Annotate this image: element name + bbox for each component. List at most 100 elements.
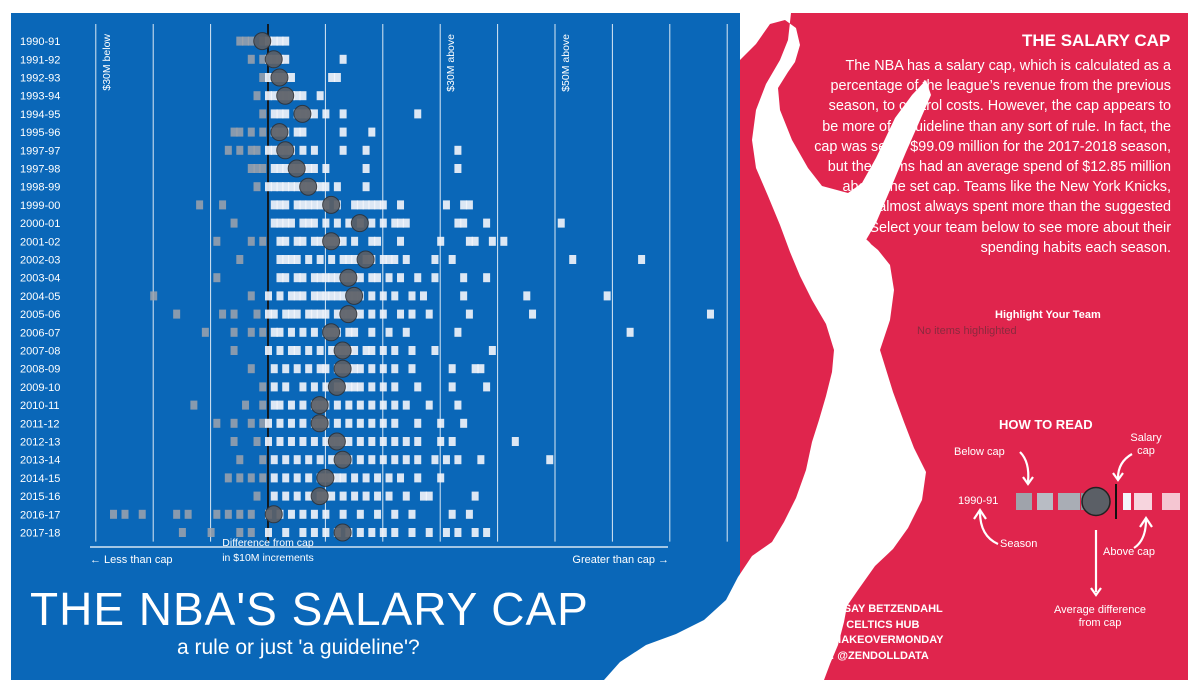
team-mark bbox=[265, 145, 272, 155]
team-mark bbox=[299, 418, 307, 428]
team-mark bbox=[483, 218, 491, 228]
team-mark bbox=[437, 236, 445, 246]
team-mark bbox=[408, 346, 416, 355]
howto-above-arrowhead bbox=[1139, 516, 1153, 528]
team-mark bbox=[391, 218, 399, 228]
team-mark bbox=[259, 418, 267, 428]
team-mark bbox=[316, 291, 324, 301]
team-mark bbox=[299, 127, 307, 137]
team-mark bbox=[270, 182, 278, 192]
team-mark bbox=[339, 509, 347, 519]
team-mark bbox=[236, 509, 244, 519]
team-mark bbox=[270, 218, 278, 228]
team-mark bbox=[293, 200, 301, 210]
team-mark bbox=[299, 437, 307, 446]
team-mark bbox=[276, 400, 284, 410]
team-mark bbox=[287, 291, 295, 301]
team-mark bbox=[448, 255, 456, 264]
team-mark bbox=[282, 218, 290, 228]
team-mark bbox=[408, 309, 416, 319]
team-mark bbox=[397, 473, 405, 483]
team-mark bbox=[259, 73, 267, 82]
team-mark bbox=[391, 418, 399, 428]
season-label: 2011-12 bbox=[20, 418, 60, 430]
season-average-dot bbox=[327, 432, 346, 451]
team-mark bbox=[356, 364, 364, 374]
team-mark bbox=[282, 182, 290, 192]
jumpman-silhouette bbox=[604, 13, 931, 680]
team-mark bbox=[362, 182, 370, 192]
team-mark bbox=[414, 455, 422, 465]
howto-below-cap-label: Below cap bbox=[954, 446, 1005, 458]
credits: DESIGN: LINDSAY BETZENDAHL SOURCE: CELTI… bbox=[736, 602, 976, 664]
season-average-dot bbox=[310, 487, 329, 506]
team-mark bbox=[287, 218, 295, 228]
team-mark bbox=[253, 182, 261, 192]
team-mark bbox=[293, 91, 301, 101]
team-mark bbox=[287, 509, 295, 519]
team-mark bbox=[351, 346, 359, 355]
team-mark bbox=[339, 109, 347, 119]
team-mark bbox=[265, 418, 272, 428]
team-mark bbox=[328, 255, 336, 264]
team-mark bbox=[322, 273, 330, 283]
team-mark bbox=[368, 236, 376, 246]
season-label: 2014-15 bbox=[20, 473, 60, 485]
team-mark bbox=[310, 309, 318, 319]
team-mark bbox=[310, 218, 318, 228]
team-mark bbox=[368, 309, 376, 319]
howto-above-arrow bbox=[1133, 519, 1148, 549]
team-mark bbox=[150, 291, 158, 301]
team-mark bbox=[265, 73, 272, 82]
team-mark bbox=[316, 255, 324, 264]
team-mark bbox=[419, 491, 427, 501]
team-mark bbox=[299, 91, 307, 101]
team-mark bbox=[310, 509, 318, 519]
team-mark bbox=[448, 437, 456, 446]
team-mark bbox=[322, 437, 330, 446]
team-mark bbox=[213, 418, 221, 428]
team-mark bbox=[196, 200, 204, 210]
how-to-read-diagram bbox=[973, 451, 1180, 597]
team-mark bbox=[431, 346, 439, 355]
team-mark bbox=[310, 291, 318, 301]
season-label: 1990-91 bbox=[20, 36, 60, 48]
team-mark bbox=[351, 327, 359, 337]
season-average-dot bbox=[333, 341, 352, 360]
team-mark bbox=[247, 291, 255, 301]
team-mark bbox=[219, 309, 227, 319]
howto-sample-mark bbox=[1037, 493, 1053, 510]
season-label: 2015-16 bbox=[20, 491, 60, 503]
team-mark bbox=[333, 218, 341, 228]
team-mark bbox=[706, 309, 714, 319]
jumpman-head bbox=[836, 236, 876, 284]
team-mark bbox=[310, 236, 318, 246]
team-mark bbox=[391, 400, 399, 410]
team-mark bbox=[356, 418, 364, 428]
team-mark bbox=[351, 491, 359, 501]
team-mark bbox=[385, 473, 393, 483]
team-mark bbox=[270, 455, 278, 465]
team-mark bbox=[448, 364, 456, 374]
team-mark bbox=[247, 327, 255, 337]
season-average-dot bbox=[333, 523, 352, 542]
team-mark bbox=[437, 437, 445, 446]
team-mark bbox=[448, 509, 456, 519]
team-mark bbox=[322, 528, 330, 537]
season-label: 1994-95 bbox=[20, 109, 60, 121]
team-mark bbox=[333, 73, 341, 82]
team-mark bbox=[213, 273, 221, 283]
team-mark bbox=[230, 218, 238, 228]
season-average-dot bbox=[276, 86, 295, 105]
team-mark bbox=[299, 273, 307, 283]
team-mark bbox=[425, 528, 433, 537]
team-mark bbox=[356, 528, 364, 537]
team-mark bbox=[454, 164, 462, 173]
team-mark bbox=[442, 528, 450, 537]
team-mark bbox=[328, 291, 336, 301]
team-mark bbox=[310, 273, 318, 283]
team-mark bbox=[213, 509, 221, 519]
team-mark bbox=[259, 54, 267, 64]
highlight-team-select[interactable]: No items highlighted bbox=[917, 325, 1017, 337]
team-mark bbox=[454, 218, 462, 228]
